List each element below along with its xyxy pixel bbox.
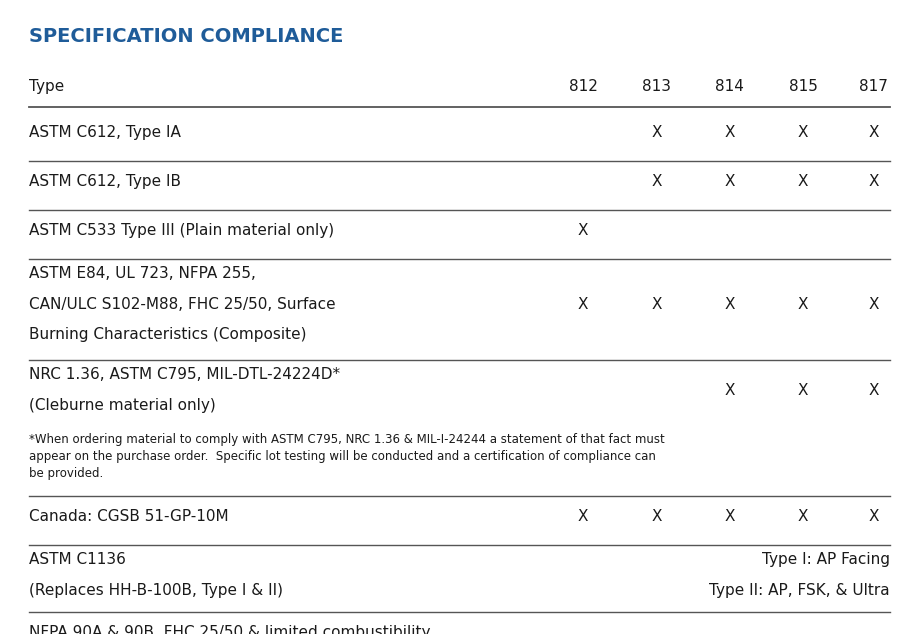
Text: ASTM E84, UL 723, NFPA 255,: ASTM E84, UL 723, NFPA 255, [28,266,255,281]
Text: ASTM C1136: ASTM C1136 [28,552,126,567]
Text: ASTM C533 Type III (Plain material only): ASTM C533 Type III (Plain material only) [28,223,334,238]
Text: X: X [578,509,588,524]
Text: X: X [798,509,809,524]
Text: 812: 812 [569,79,597,94]
Text: ASTM C612, Type IA: ASTM C612, Type IA [28,124,181,139]
Text: X: X [724,383,735,398]
Text: X: X [724,297,735,312]
Text: Type II: AP, FSK, & Ultra: Type II: AP, FSK, & Ultra [709,583,891,598]
Text: Canada: CGSB 51-GP-10M: Canada: CGSB 51-GP-10M [28,509,229,524]
Text: X: X [652,509,662,524]
Text: X: X [868,297,879,312]
Text: X: X [868,174,879,189]
Text: 815: 815 [789,79,818,94]
Text: X: X [798,124,809,139]
Text: (Cleburne material only): (Cleburne material only) [28,398,216,413]
Text: X: X [724,174,735,189]
Text: SPECIFICATION COMPLIANCE: SPECIFICATION COMPLIANCE [28,27,344,46]
Text: X: X [652,124,662,139]
Text: ASTM C612, Type IB: ASTM C612, Type IB [28,174,181,189]
Text: X: X [868,124,879,139]
Text: CAN/ULC S102-M88, FHC 25/50, Surface: CAN/ULC S102-M88, FHC 25/50, Surface [28,297,335,312]
Text: NRC 1.36, ASTM C795, MIL-DTL-24224D*: NRC 1.36, ASTM C795, MIL-DTL-24224D* [28,367,340,382]
Text: 813: 813 [642,79,671,94]
Text: Burning Characteristics (Composite): Burning Characteristics (Composite) [28,328,306,342]
Text: X: X [798,383,809,398]
Text: X: X [868,383,879,398]
Text: X: X [652,297,662,312]
Text: Type I: AP Facing: Type I: AP Facing [762,552,891,567]
Text: X: X [724,124,735,139]
Text: 814: 814 [715,79,744,94]
Text: 817: 817 [859,79,888,94]
Text: X: X [798,297,809,312]
Text: X: X [652,174,662,189]
Text: X: X [798,174,809,189]
Text: X: X [578,297,588,312]
Text: *When ordering material to comply with ASTM C795, NRC 1.36 & MIL-I-24244 a state: *When ordering material to comply with A… [28,433,664,481]
Text: X: X [868,509,879,524]
Text: NFPA 90A & 90B, FHC 25/50 & limited combustibility: NFPA 90A & 90B, FHC 25/50 & limited comb… [28,624,430,634]
Text: Type: Type [28,79,64,94]
Text: X: X [578,223,588,238]
Text: X: X [724,509,735,524]
Text: (Replaces HH-B-100B, Type I & II): (Replaces HH-B-100B, Type I & II) [28,583,283,598]
